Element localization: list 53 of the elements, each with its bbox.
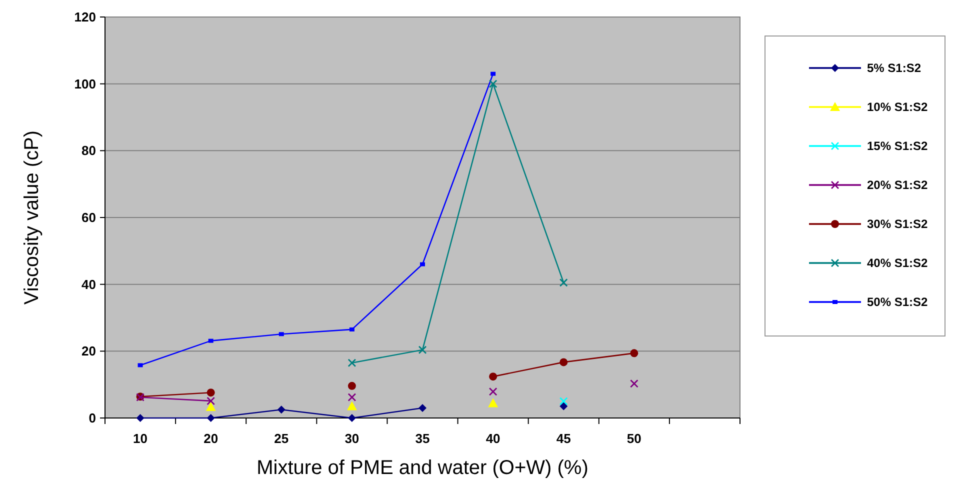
y-tick-label: 120 bbox=[74, 10, 96, 25]
y-tick-label: 60 bbox=[82, 210, 96, 226]
point bbox=[418, 346, 426, 354]
x-tick-label: 20 bbox=[204, 431, 218, 446]
point bbox=[277, 406, 286, 414]
point bbox=[206, 402, 216, 411]
point bbox=[348, 414, 356, 422]
y-tick-label: 0 bbox=[88, 410, 96, 426]
x-axis-title: Mixture of PME and water (O+W) (%) bbox=[256, 457, 588, 479]
point bbox=[489, 372, 498, 381]
y-tick-label: 20 bbox=[82, 344, 96, 359]
y-tick-label: 40 bbox=[82, 276, 96, 292]
legend-label: 15% S1:S2 bbox=[867, 139, 928, 154]
legend-label: 10% S1:S2 bbox=[867, 100, 928, 114]
y-tick-label: 80 bbox=[82, 143, 96, 158]
legend-label: 5% S1:S2 bbox=[867, 61, 922, 76]
point bbox=[346, 401, 357, 410]
point bbox=[348, 358, 356, 367]
point bbox=[489, 80, 498, 88]
point bbox=[630, 349, 638, 358]
y-axis-title: Viscosity value (cP) bbox=[21, 130, 43, 305]
point bbox=[418, 404, 426, 412]
point bbox=[490, 72, 496, 76]
legend-label: 20% S1:S2 bbox=[867, 178, 928, 192]
x-tick-label: 10 bbox=[133, 431, 148, 446]
point bbox=[420, 262, 425, 266]
point bbox=[560, 402, 568, 410]
point bbox=[560, 397, 568, 406]
point bbox=[278, 332, 284, 336]
point bbox=[206, 388, 215, 397]
point bbox=[138, 363, 143, 368]
point bbox=[560, 278, 568, 287]
y-tick-label: 100 bbox=[74, 76, 96, 92]
point bbox=[630, 380, 638, 388]
point bbox=[349, 327, 354, 332]
x-tick-label: 35 bbox=[415, 431, 430, 446]
legend-label: 30% S1:S2 bbox=[867, 217, 928, 232]
x-tick-label: 40 bbox=[486, 431, 500, 446]
x-tick-label: 25 bbox=[274, 431, 289, 446]
point bbox=[208, 338, 214, 343]
point bbox=[206, 414, 215, 422]
point bbox=[560, 358, 568, 366]
point bbox=[488, 398, 498, 408]
x-tick-label: 45 bbox=[556, 431, 571, 446]
point bbox=[136, 414, 144, 422]
x-tick-label: 30 bbox=[344, 431, 360, 446]
point bbox=[206, 396, 215, 405]
point bbox=[348, 393, 356, 402]
x-tick-label: 50 bbox=[626, 431, 642, 446]
legend-label: 50% S1:S2 bbox=[867, 295, 928, 310]
point bbox=[489, 388, 498, 396]
legend-label: 40% S1:S2 bbox=[867, 256, 928, 270]
point bbox=[348, 382, 356, 390]
